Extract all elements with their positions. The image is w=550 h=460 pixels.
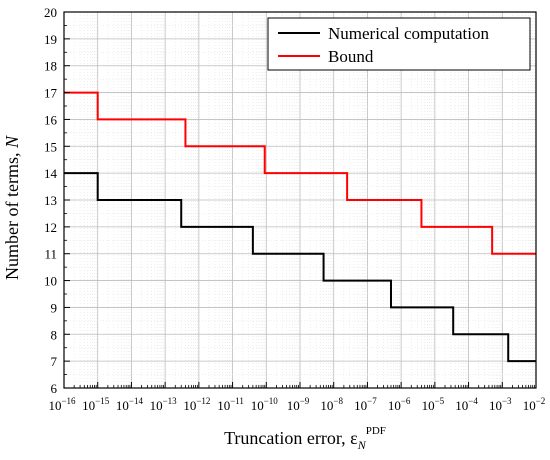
legend-box (267, 17, 531, 71)
grid (63, 11, 537, 389)
y-tick-label: 7 (51, 354, 58, 369)
series-lines (64, 91, 536, 363)
y-tick-label: 14 (44, 166, 58, 181)
y-tick-label: 9 (51, 300, 58, 315)
x-tick-label: 10−5 (422, 396, 445, 413)
y-tick-label: 19 (44, 32, 57, 47)
legend: Numerical computation Bound (267, 17, 531, 71)
y-tick-label: 13 (44, 193, 57, 208)
y-tick-label: 8 (51, 327, 58, 342)
x-tick-label: 10−7 (354, 396, 377, 413)
y-tick-label: 18 (44, 59, 57, 74)
y-tick-label: 16 (44, 112, 58, 127)
x-tick-label: 10−8 (320, 396, 343, 413)
y-tick-label: 20 (44, 5, 57, 20)
y-tick-label: 12 (44, 220, 57, 235)
y-tick-label: 11 (44, 247, 57, 262)
x-tick-label: 10−10 (251, 396, 279, 413)
x-tick-label: 10−4 (455, 396, 478, 413)
x-tick-label: 10−3 (489, 396, 512, 413)
y-tick-label: 6 (51, 381, 58, 396)
x-tick-label: 10−13 (150, 396, 178, 413)
x-tick-label: 10−16 (48, 396, 76, 413)
x-axis-title: Truncation error, εNPDF (224, 425, 386, 452)
x-tick-label: 10−12 (183, 396, 210, 413)
x-tick-label: 10−9 (287, 396, 310, 413)
x-tick-label: 10−2 (523, 396, 546, 413)
x-tick-label: 10−11 (217, 396, 244, 413)
legend-label: Bound (328, 47, 374, 66)
axis-ticks (63, 11, 537, 389)
y-tick-label: 17 (44, 86, 58, 101)
x-tick-label: 10−15 (82, 396, 110, 413)
x-tick-labels: 10−16 10−15 10−14 10−13 10−12 10−11 10−10 10−9 1… (48, 396, 545, 413)
series-line-numerical-computation (64, 172, 536, 363)
series-line-bound (64, 91, 536, 255)
y-tick-label: 15 (44, 139, 57, 154)
y-tick-label: 10 (44, 274, 57, 289)
x-tick-label: 10−6 (388, 396, 411, 413)
y-tick-labels: 6 7 8 9 10 11 12 13 14 15 16 17 18 19 20 (44, 5, 58, 396)
y-axis-title: Number of terms, N (2, 135, 22, 280)
x-tick-label: 10−14 (116, 396, 144, 413)
legend-label: Numerical computation (328, 24, 489, 43)
